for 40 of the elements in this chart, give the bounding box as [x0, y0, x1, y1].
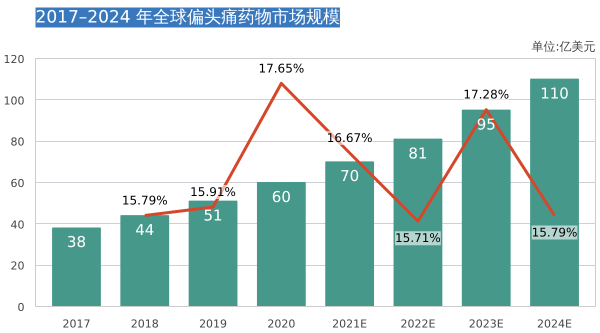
chart-title: 2017–2024 年全球偏头痛药物市场规模 — [36, 8, 340, 28]
x-tick-label: 2019 — [199, 318, 228, 330]
data-label: 17.65% — [258, 61, 304, 76]
bar — [188, 200, 238, 306]
data-label: 15.79% — [122, 194, 168, 208]
bar — [394, 138, 442, 306]
bar — [120, 215, 170, 306]
data-label: 81 — [408, 144, 428, 162]
data-label: 17.28% — [463, 88, 510, 102]
data-label: 15.79% — [532, 226, 578, 240]
x-tick-label: 2017 — [62, 318, 90, 330]
data-label: 95 — [476, 115, 496, 134]
data-label: 38 — [66, 233, 86, 252]
y-tick-label: 80 — [10, 136, 25, 149]
data-label: 16.67% — [326, 131, 373, 146]
y-tick-label: 40 — [10, 218, 25, 232]
y-tick-label: 60 — [10, 177, 25, 190]
x-tick-label: 2023E — [468, 318, 504, 330]
x-tick-label: 2022E — [400, 318, 436, 330]
y-tick-label: 20 — [10, 260, 25, 273]
data-label: 15.71% — [395, 231, 441, 246]
x-tick-label: 2024E — [537, 318, 572, 330]
x-tick-label: 2018 — [130, 318, 159, 330]
data-label: 51 — [204, 206, 223, 224]
y-tick-label: 100 — [4, 94, 25, 108]
bar — [256, 182, 306, 306]
y-tick-label: 0 — [18, 301, 24, 314]
data-label: 110 — [540, 84, 569, 102]
y-tick-label: 120 — [4, 53, 25, 66]
bar — [52, 227, 101, 306]
x-tick-label: 2021E — [332, 318, 368, 330]
data-label: 15.91% — [190, 185, 236, 200]
x-tick-label: 2020 — [267, 318, 296, 330]
text: 单位:亿美元 — [531, 40, 596, 54]
data-label: 60 — [272, 188, 291, 206]
data-label: 70 — [340, 167, 360, 186]
bar — [325, 161, 374, 306]
bar — [530, 78, 579, 306]
bar — [462, 110, 511, 306]
data-label: 44 — [135, 220, 154, 239]
